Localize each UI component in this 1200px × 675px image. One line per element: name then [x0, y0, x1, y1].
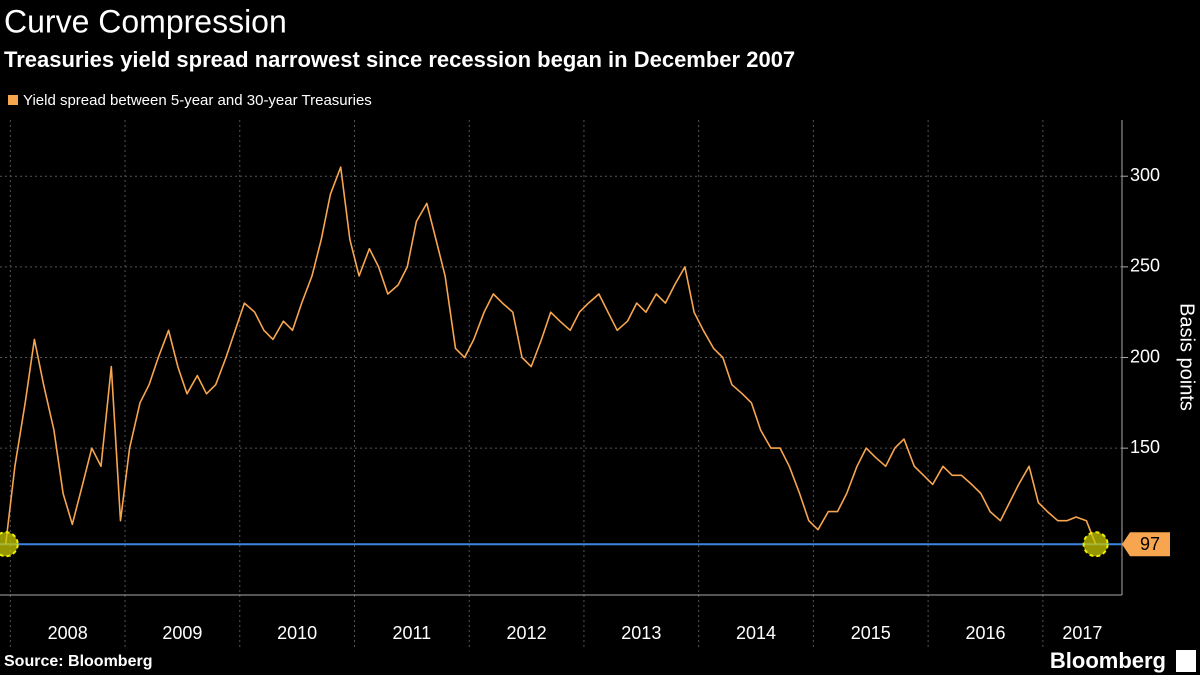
- y-axis-label: Basis points: [1176, 303, 1198, 411]
- value-flag: [1122, 532, 1170, 557]
- x-tick-label: 2012: [507, 623, 547, 643]
- legend-swatch: [8, 95, 18, 105]
- y-tick-label: 300: [1130, 165, 1160, 185]
- x-tick-label: 2009: [162, 623, 202, 643]
- x-tick-label: 2010: [277, 623, 317, 643]
- x-tick-label: 2014: [736, 623, 776, 643]
- value-flag-label: 97: [1140, 534, 1160, 554]
- series-line: [4, 166, 1097, 545]
- highlight-circle: [0, 531, 19, 558]
- y-tick-label: 150: [1130, 437, 1160, 457]
- highlight-circle: [1082, 531, 1109, 558]
- brand-icon: [1176, 650, 1196, 672]
- x-tick-label: 2008: [48, 623, 88, 643]
- x-tick-label: 2015: [851, 623, 891, 643]
- y-tick-label: 200: [1130, 346, 1160, 366]
- source: Source: Bloomberg: [4, 653, 152, 670]
- brand: Bloomberg: [1050, 648, 1166, 673]
- y-tick-label: 250: [1130, 256, 1160, 276]
- x-tick-label: 2016: [965, 623, 1005, 643]
- x-tick-label: 2013: [621, 623, 661, 643]
- legend-label: Yield spread between 5-year and 30-year …: [23, 92, 372, 109]
- chart-subtitle: Treasuries yield spread narrowest since …: [4, 47, 795, 72]
- x-tick-label: 2011: [392, 623, 431, 643]
- chart-title: Curve Compression: [4, 3, 287, 39]
- x-tick-label: 2017: [1062, 623, 1102, 643]
